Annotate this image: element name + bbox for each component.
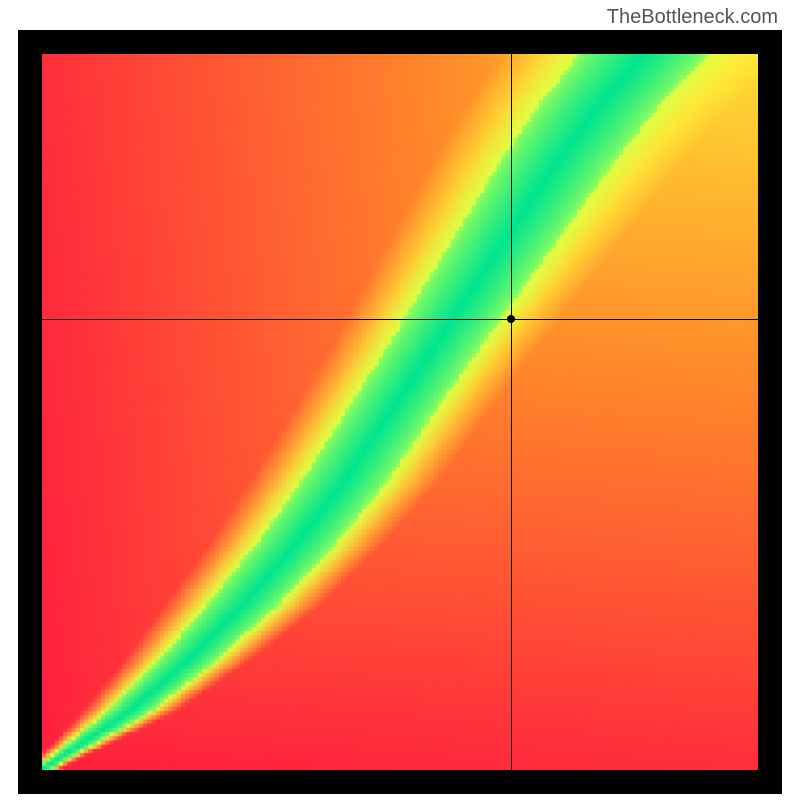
watermark-text: TheBottleneck.com: [607, 6, 778, 29]
crosshair-dot: [507, 315, 515, 323]
heatmap-plot-area: [42, 54, 758, 770]
chart-outer-frame: [18, 30, 782, 794]
crosshair-vertical: [511, 54, 512, 770]
heatmap-canvas: [42, 54, 758, 770]
root-container: TheBottleneck.com: [0, 0, 800, 800]
crosshair-horizontal: [42, 319, 758, 320]
